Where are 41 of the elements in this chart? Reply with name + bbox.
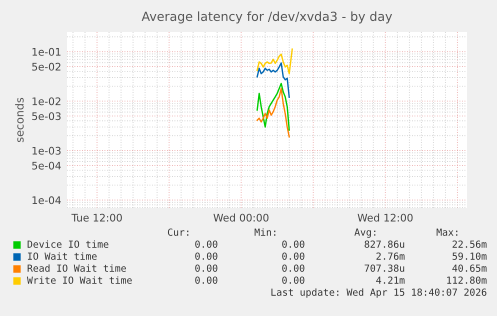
x-tick-label: Wed 00:00 [214, 214, 268, 222]
y-tick-label: 1e-03 [32, 146, 61, 155]
text: 112.80m [447, 276, 487, 284]
y-tick-label: 5e-04 [32, 162, 61, 170]
text: 707.38u [364, 264, 404, 272]
line-series [256, 88, 290, 138]
y-tick-label: 5e-02 [32, 62, 60, 71]
text: 0.00 [195, 276, 218, 284]
text: 2.76m [376, 252, 405, 260]
y-tick-label: 1e-01 [32, 48, 60, 56]
legend-label: Write IO Wait time [27, 276, 132, 284]
text: 0.00 [195, 252, 218, 260]
text: Avg: [354, 228, 376, 238]
text: 827.86u [364, 240, 404, 248]
text: 0.00 [195, 240, 218, 248]
y-tick-label: 1e-02 [32, 97, 60, 106]
chart-title: Average latency for /dev/xvda3 - by day [142, 11, 392, 24]
text: 0.00 [282, 276, 304, 284]
line-series [256, 62, 290, 98]
text: Max: [436, 228, 458, 236]
text: 0.00 [282, 264, 304, 272]
legend-label: Read IO Wait time [28, 264, 126, 272]
y-tick-label: 1e-04 [32, 196, 61, 204]
y-axis-title: seconds [15, 98, 24, 142]
y-tick-label: 5e-03 [32, 112, 61, 120]
legend-label: Device IO time [28, 240, 108, 248]
text: 0.00 [195, 264, 218, 272]
text: 0.00 [282, 252, 304, 260]
legend-label: IO Wait time [28, 252, 97, 260]
text: 22.56m [452, 240, 487, 248]
line-series [256, 82, 290, 131]
text: 0.00 [282, 240, 304, 248]
line-series [256, 48, 293, 74]
text: Last update: Wed Apr 15 18:40:07 2026 [271, 288, 486, 298]
text: Cur: [168, 228, 188, 236]
text: 40.65m [452, 264, 487, 272]
x-tick-label: Wed 12:00 [358, 214, 413, 222]
text: 59.10m [452, 252, 487, 260]
text: Min: [254, 228, 276, 236]
text: 4.21m [376, 276, 405, 284]
x-tick-label: Tue 12:00 [71, 214, 122, 222]
